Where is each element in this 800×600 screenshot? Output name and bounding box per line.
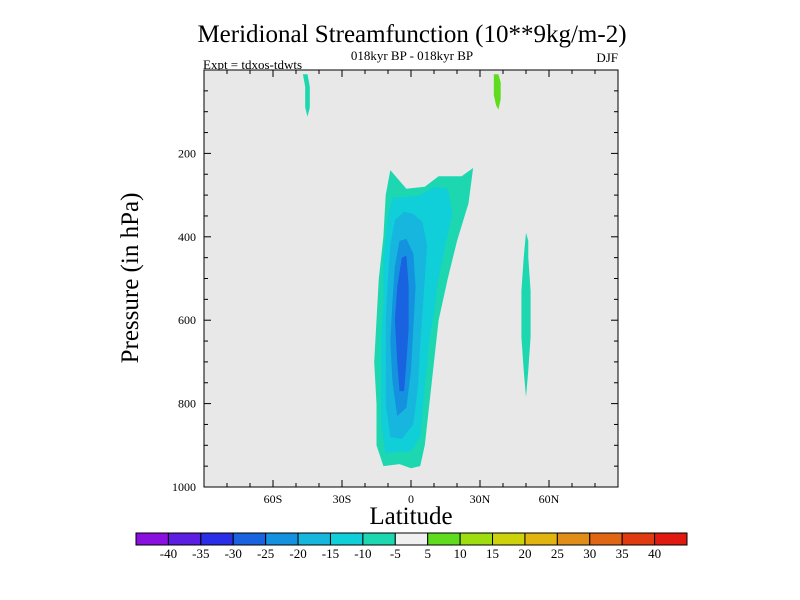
y-tick-label: 1000: [172, 480, 196, 494]
y-axis-label: Pressure (in hPa): [117, 193, 144, 364]
colorbar-swatch: [265, 532, 299, 546]
colorbar-label: 35: [616, 546, 629, 561]
colorbar-label: -35: [192, 546, 209, 561]
x-tick-label: 30N: [470, 492, 491, 506]
colorbar-swatch: [362, 532, 396, 546]
colorbar-label: 40: [648, 546, 661, 561]
colorbar-label: -5: [390, 546, 401, 561]
colorbar-swatch: [167, 532, 202, 546]
colorbar-label: 5: [424, 546, 431, 561]
y-tick-label: 800: [178, 397, 196, 411]
colorbar-label: -25: [257, 546, 274, 561]
contour-region-6: [302, 74, 310, 117]
colorbar-label: 10: [454, 546, 467, 561]
colorbar-label: -30: [225, 546, 242, 561]
colorbar-label: -10: [354, 546, 371, 561]
x-tick-label: 30S: [333, 492, 352, 506]
colorbar-swatch: [524, 532, 558, 546]
x-tick-label: 0: [408, 492, 414, 506]
experiment-label: Expt = tdxos-tdwts: [203, 57, 302, 72]
contour-region-5: [394, 255, 409, 392]
x-tick-label: 60S: [264, 492, 283, 506]
contour-regions: [302, 74, 531, 469]
colorbar-swatch: [621, 532, 656, 546]
colorbar-label: 25: [551, 546, 564, 561]
colorbar-label: -15: [322, 546, 339, 561]
colorbar: -40 -35 -30 -25 -20 -15 -10 -5 5 10 15 20 25 30 35 40: [135, 532, 688, 561]
chart-subtitle: 018kyr BP - 018kyr BP: [351, 48, 473, 63]
colorbar-swatch: [492, 532, 526, 546]
colorbar-label: -40: [160, 546, 177, 561]
colorbar-label: 30: [583, 546, 596, 561]
colorbar-swatch: [329, 532, 364, 546]
season-label: DJF: [596, 50, 618, 65]
x-tick-label: 60N: [539, 492, 560, 506]
colorbar-swatch: [135, 532, 169, 546]
colorbar-swatch: [459, 532, 494, 546]
x-axis-label: Latitude: [369, 503, 452, 530]
chart-title: Meridional Streamfunction (10**9kg/m-2): [197, 21, 626, 48]
colorbar-swatch: [394, 532, 429, 546]
colorbar-swatch: [427, 532, 461, 546]
colorbar-swatch: [654, 532, 688, 546]
y-tick-label: 200: [178, 146, 196, 160]
colorbar-swatch: [297, 532, 331, 546]
colorbar-swatch: [232, 532, 267, 546]
colorbar-swatch: [200, 532, 234, 546]
colorbar-label: 20: [518, 546, 531, 561]
colorbar-swatch: [589, 532, 623, 546]
contour-region-7: [493, 74, 501, 110]
colorbar-swatch: [556, 532, 591, 546]
axis-ticks: 60S 30S 0 30N 60N 200 400 600 800 1000: [172, 70, 619, 506]
colorbar-label: -20: [289, 546, 306, 561]
contour-region-8: [521, 232, 531, 398]
colorbar-label: 15: [486, 546, 499, 561]
y-tick-label: 400: [178, 230, 196, 244]
y-tick-label: 600: [178, 313, 196, 327]
